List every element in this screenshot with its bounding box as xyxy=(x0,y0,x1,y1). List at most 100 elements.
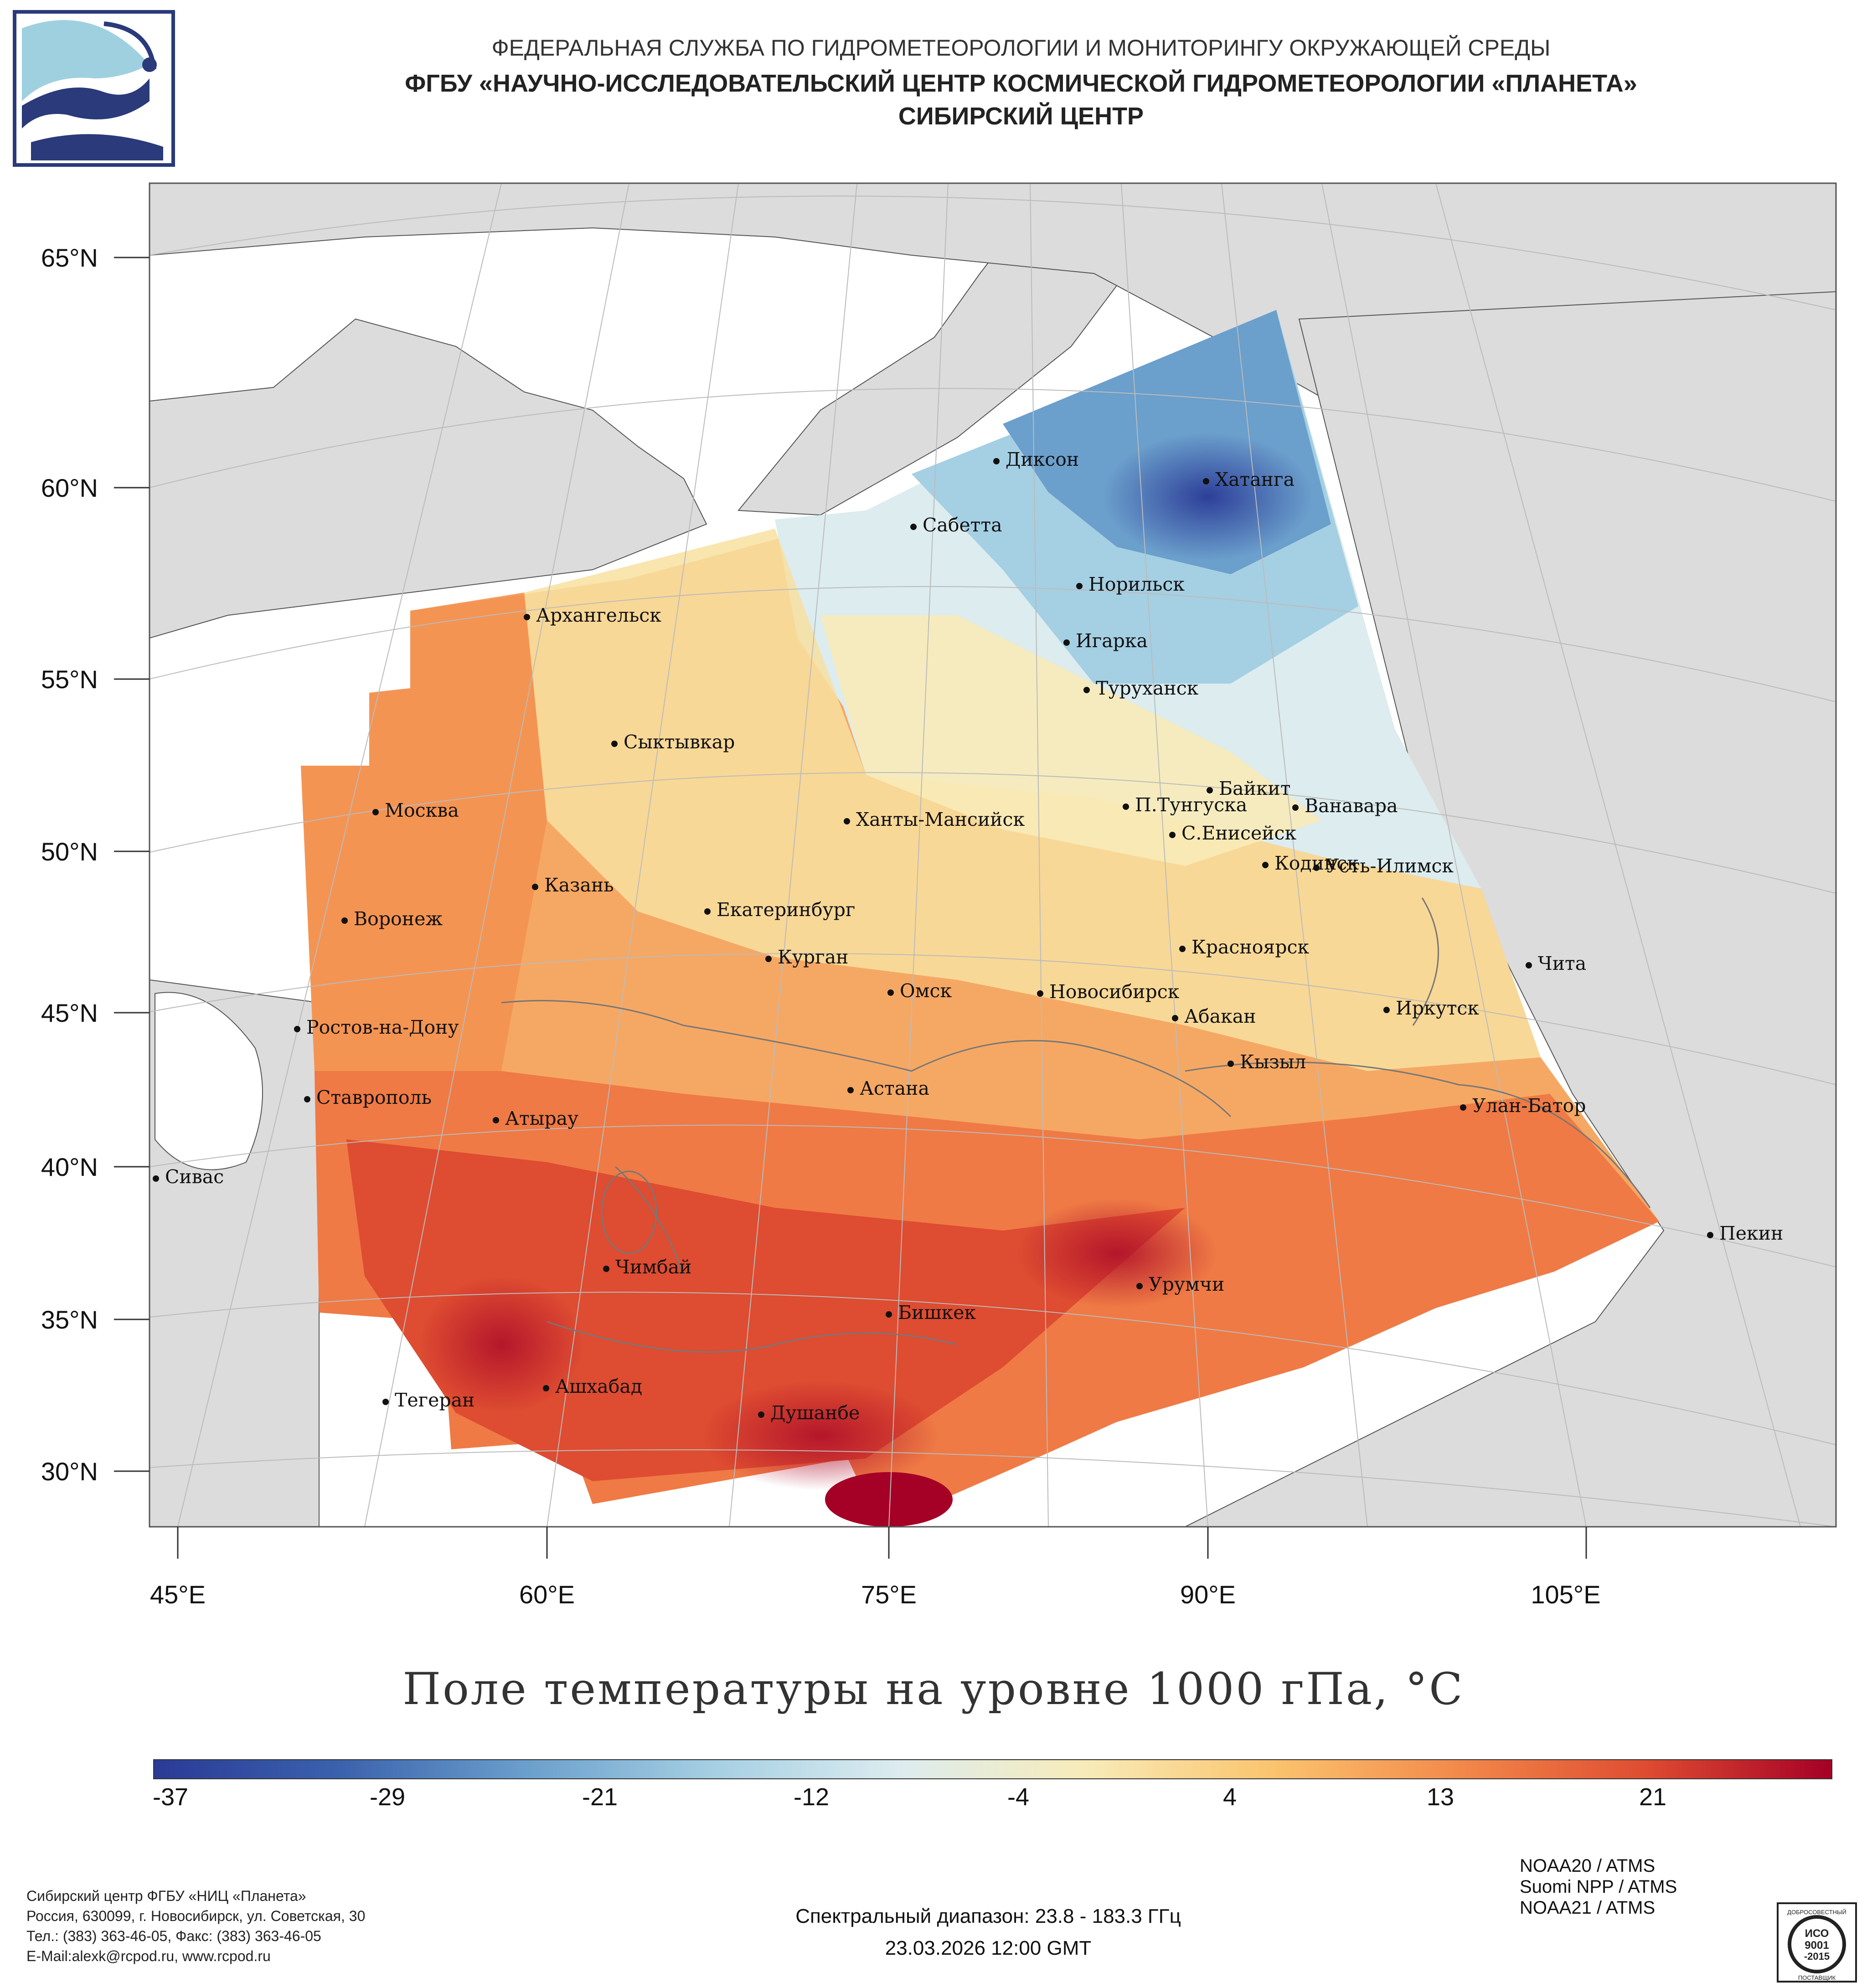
city-label-arkhangelsk: Архангельск xyxy=(536,604,661,626)
city-dot-ashkhabad xyxy=(543,1385,549,1391)
sea-black xyxy=(155,992,263,1170)
city-dot-kodinsk xyxy=(1262,862,1269,868)
lat-label-40: 40°N xyxy=(41,1153,98,1181)
city-label-novosibirsk: Новосибирск xyxy=(1049,981,1180,1003)
city-dot-tegeran xyxy=(382,1399,389,1405)
temperature-map: 65°N 60°N 55°N 50°N 45°N 40°N 35°N 30°N … xyxy=(41,182,1837,1609)
iso-9001-badge: ДОБРОСОВЕСТНЫЙ ИСО 9001 -2015 ПОСТАВЩИК xyxy=(1777,1902,1857,1983)
city-label-p-tunguska: П.Тунгуска xyxy=(1135,794,1247,816)
city-dot-krasnoyarsk xyxy=(1179,946,1186,952)
city-label-chimbay: Чимбай xyxy=(615,1256,691,1278)
city-dot-rostov xyxy=(294,1026,300,1032)
city-dot-sivas xyxy=(153,1175,159,1182)
colorbar xyxy=(153,1759,1832,1779)
city-label-ulan-bator: Улан-Батор xyxy=(1472,1095,1586,1117)
city-dot-voronezh xyxy=(341,917,348,924)
city-label-syktyvkar: Сыктывкар xyxy=(624,731,735,753)
footer-org-phone: Тел.: (383) 363-46-05, Факс: (383) 363-4… xyxy=(26,1928,321,1944)
lon-label-90: 90°E xyxy=(1180,1580,1236,1609)
city-label-moskva: Москва xyxy=(385,799,459,821)
city-dot-stavropol xyxy=(304,1096,310,1102)
city-label-astana: Астана xyxy=(860,1077,929,1099)
footer-org-address: Россия, 630099, г. Новосибирск, ул. Сове… xyxy=(26,1908,366,1924)
city-dot-urumchi xyxy=(1136,1283,1143,1289)
city-label-urumchi: Урумчи xyxy=(1149,1273,1224,1295)
city-label-chita: Чита xyxy=(1538,953,1586,974)
city-label-omsk: Омск xyxy=(900,980,952,1002)
footer-spectral-range: Спектральный диапазон: 23.8 - 183.3 ГГц xyxy=(795,1905,1181,1927)
city-dot-vanavara xyxy=(1292,804,1299,811)
footer-source: NOAA20 / ATMS xyxy=(1520,1856,1656,1876)
city-dot-ust-ilimsk xyxy=(1313,865,1320,871)
city-label-dushanbe: Душанбе xyxy=(770,1402,860,1424)
city-label-bishkek: Бишкек xyxy=(898,1302,976,1324)
colorbar-tick-label: -29 xyxy=(369,1783,406,1811)
city-label-khanty-mansiysk: Ханты-Мансийск xyxy=(856,809,1025,830)
lon-label-105: 105°E xyxy=(1531,1580,1600,1609)
badge-line2: 9001 xyxy=(1805,1939,1829,1952)
city-dot-atyrau xyxy=(493,1117,499,1123)
city-dot-chita xyxy=(1526,962,1532,968)
city-label-stavropol: Ставрополь xyxy=(316,1087,432,1108)
city-label-turukhansk: Туруханск xyxy=(1096,677,1199,699)
lon-label-45: 45°E xyxy=(150,1580,206,1609)
city-dot-abakan xyxy=(1172,1015,1178,1021)
city-label-kyzyl: Кызыл xyxy=(1240,1051,1306,1073)
footer-datetime: 23.03.2026 12:00 GMT xyxy=(885,1937,1092,1959)
city-dot-omsk xyxy=(887,989,894,996)
map-title: Поле температуры на уровне 1000 гПа, °C xyxy=(402,1664,1465,1715)
map-frame xyxy=(149,182,1837,1528)
city-dot-dikson xyxy=(993,458,1000,464)
colorbar-tick-label: 13 xyxy=(1426,1783,1454,1811)
city-label-baykit: Байкит xyxy=(1219,778,1291,799)
lat-label-55: 55°N xyxy=(41,665,98,694)
city-dot-ulan-bator xyxy=(1460,1104,1466,1111)
planeta-logo xyxy=(13,10,175,167)
city-label-ashkhabad: Ашхабад xyxy=(555,1375,642,1397)
city-dot-s-eniseysk xyxy=(1169,832,1176,838)
city-dot-p-tunguska xyxy=(1123,803,1129,810)
city-dot-ekaterinburg xyxy=(704,908,711,915)
city-dot-turukhansk xyxy=(1083,687,1090,693)
city-label-voronezh: Воронеж xyxy=(354,908,443,930)
temperature-swath xyxy=(301,310,1659,1527)
city-dot-novosibirsk xyxy=(1037,990,1043,997)
lon-label-75: 75°E xyxy=(861,1580,917,1609)
city-label-atyrau: Атырау xyxy=(505,1107,578,1129)
lat-label-65: 65°N xyxy=(41,243,98,272)
city-label-kazan: Казань xyxy=(544,874,614,896)
city-label-vanavara: Ванавара xyxy=(1305,795,1398,817)
city-label-ust-ilimsk: Усть-Илимск xyxy=(1325,855,1454,877)
city-dot-bishkek xyxy=(886,1311,892,1318)
colorbar-tick-label: -21 xyxy=(582,1783,618,1811)
city-dot-arkhangelsk xyxy=(524,614,530,620)
city-label-rostov: Ростов-на-Дону xyxy=(306,1016,459,1038)
lat-label-50: 50°N xyxy=(41,837,98,866)
city-label-irkutsk: Иркутск xyxy=(1396,997,1479,1019)
city-dot-astana xyxy=(847,1087,854,1093)
city-label-norilsk: Норильск xyxy=(1088,573,1185,595)
city-label-abakan: Абакан xyxy=(1184,1005,1256,1027)
lat-label-60: 60°N xyxy=(41,474,98,502)
lat-ticks xyxy=(114,257,150,1472)
header-institute: ФГБУ «НАУЧНО-ИССЛЕДОВАТЕЛЬСКИЙ ЦЕНТР КОС… xyxy=(405,70,1637,97)
graticule xyxy=(150,183,1836,1527)
lon-label-60: 60°E xyxy=(519,1580,575,1609)
city-dot-moskva xyxy=(372,809,379,815)
city-dot-khanty-mansiysk xyxy=(844,818,850,824)
lon-ticks xyxy=(177,1527,1587,1559)
badge-line3: -2015 xyxy=(1804,1951,1830,1962)
city-label-tegeran: Тегеран xyxy=(395,1389,474,1411)
city-label-sabetta: Сабетта xyxy=(923,514,1002,536)
header-center: СИБИРСКИЙ ЦЕНТР xyxy=(898,103,1144,130)
city-label-kurgan: Курган xyxy=(778,946,848,968)
city-dot-irkutsk xyxy=(1383,1007,1390,1013)
city-label-sivas: Сивас xyxy=(165,1166,224,1188)
colorbar-tick-label: -4 xyxy=(1007,1783,1030,1811)
city-dot-kazan xyxy=(532,884,538,890)
country-borders xyxy=(501,897,1651,1353)
city-label-pekin: Пекин xyxy=(1719,1222,1783,1244)
lat-label-45: 45°N xyxy=(41,999,98,1027)
city-label-s-eniseysk: С.Енисейск xyxy=(1181,822,1297,844)
city-dot-sabetta xyxy=(910,524,917,530)
